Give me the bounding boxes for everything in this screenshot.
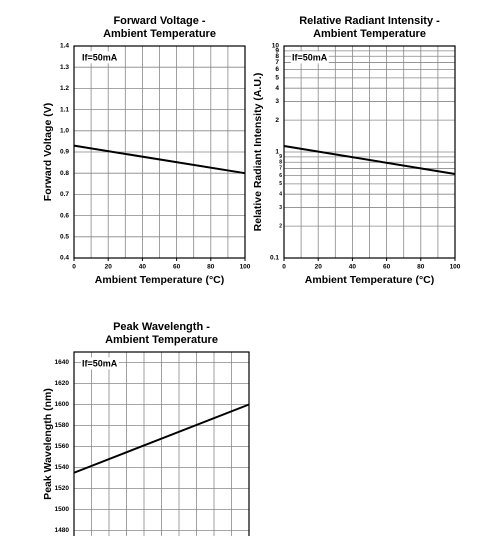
chart-title: Forward Voltage - (113, 15, 205, 27)
y-tick-label: 4 (279, 192, 282, 198)
y-tick-label: 2 (275, 117, 279, 124)
y-tick-label: 7 (275, 59, 279, 66)
x-tick-label: 40 (139, 264, 147, 271)
data-line (73, 144, 246, 175)
y-tick-label: 1560 (55, 443, 70, 450)
y-tick-label: 1600 (55, 401, 70, 408)
y-tick-label: 0.4 (60, 255, 69, 262)
y-tick-label: 1 (275, 149, 279, 156)
chart-title: Peak Wavelength - (113, 321, 210, 333)
y-tick-label: 6 (275, 66, 279, 73)
chart-title: Ambient Temperature (105, 334, 218, 346)
x-tick-label: 80 (417, 264, 425, 271)
y-tick-label: 1.2 (60, 85, 69, 92)
y-tick-label: 1480 (55, 527, 70, 534)
y-tick-label: 1.1 (60, 106, 69, 113)
x-tick-label: 20 (315, 264, 323, 271)
y-tick-label: 1620 (55, 380, 70, 387)
y-axis-label: Relative Radiant Intensity (A.U.) (252, 73, 264, 232)
y-tick-label: 5 (275, 75, 279, 82)
plot-frame (73, 45, 246, 259)
y-tick-label: 3 (279, 205, 282, 211)
y-axis-label: Peak Wavelength (nm) (42, 388, 54, 500)
annotation: If=50mA (82, 52, 118, 62)
y-tick-label: 7 (279, 166, 282, 172)
annotation: If=50mA (292, 52, 328, 62)
y-tick-label: 10 (272, 43, 280, 50)
y-tick-label: 0.7 (60, 191, 69, 198)
y-tick-label: 0.9 (60, 149, 69, 156)
x-tick-label: 0 (282, 264, 286, 271)
chart-title: Ambient Temperature (313, 28, 426, 40)
y-tick-label: 0.6 (60, 212, 69, 219)
x-tick-label: 100 (240, 264, 251, 271)
chart-panel: Peak Wavelength -Ambient Temperature 1480… (42, 321, 250, 536)
x-tick-label: 100 (450, 264, 461, 271)
y-tick-label: 9 (279, 154, 282, 160)
y-tick-label: 5 (279, 181, 282, 187)
plot-frame (283, 45, 456, 259)
x-tick-label: 60 (383, 264, 391, 271)
y-tick-label: 1580 (55, 422, 70, 429)
x-axis-label: Ambient Temperature (°C) (305, 274, 434, 286)
x-tick-label: 60 (173, 264, 181, 271)
x-tick-label: 80 (207, 264, 215, 271)
x-axis-label: Ambient Temperature (°C) (95, 274, 224, 286)
data-line (73, 403, 250, 474)
y-tick-label: 9 (275, 48, 279, 55)
y-tick-label: 0.5 (60, 234, 69, 241)
y-tick-label: 1.3 (60, 64, 69, 71)
chart-panel: Relative Radiant Intensity -Ambient Temp… (252, 15, 461, 286)
annotation-bg (291, 51, 329, 64)
annotation: If=50mA (82, 358, 118, 368)
chart-panel: Forward Voltage -Ambient Temperature0.40… (42, 15, 251, 286)
y-tick-label: 1500 (55, 506, 70, 513)
plot-frame (73, 351, 250, 536)
annotation-bg (81, 51, 119, 64)
y-tick-label: 1520 (55, 485, 70, 492)
y-tick-label: 3 (275, 98, 279, 105)
y-tick-label: 6 (279, 173, 282, 179)
x-tick-label: 40 (349, 264, 357, 271)
y-tick-label: 2 (279, 223, 282, 229)
chart-title: Relative Radiant Intensity - (299, 15, 440, 27)
y-tick-label: 8 (275, 53, 279, 60)
x-tick-label: 0 (72, 264, 76, 271)
y-tick-label: 8 (279, 160, 282, 166)
y-tick-label: 1540 (55, 464, 70, 471)
chart-title: Ambient Temperature (103, 28, 216, 40)
y-axis-label: Forward Voltage (V) (42, 103, 54, 201)
y-tick-label: 1.4 (60, 43, 69, 50)
y-tick-label: 0.8 (60, 170, 69, 177)
annotation-bg (81, 357, 119, 370)
y-tick-label: 1640 (55, 359, 70, 366)
y-tick-label: 1.0 (60, 128, 69, 135)
y-tick-label: 0.1 (270, 255, 279, 262)
data-line (283, 144, 456, 175)
y-tick-label: 4 (275, 85, 279, 92)
x-tick-label: 20 (105, 264, 113, 271)
